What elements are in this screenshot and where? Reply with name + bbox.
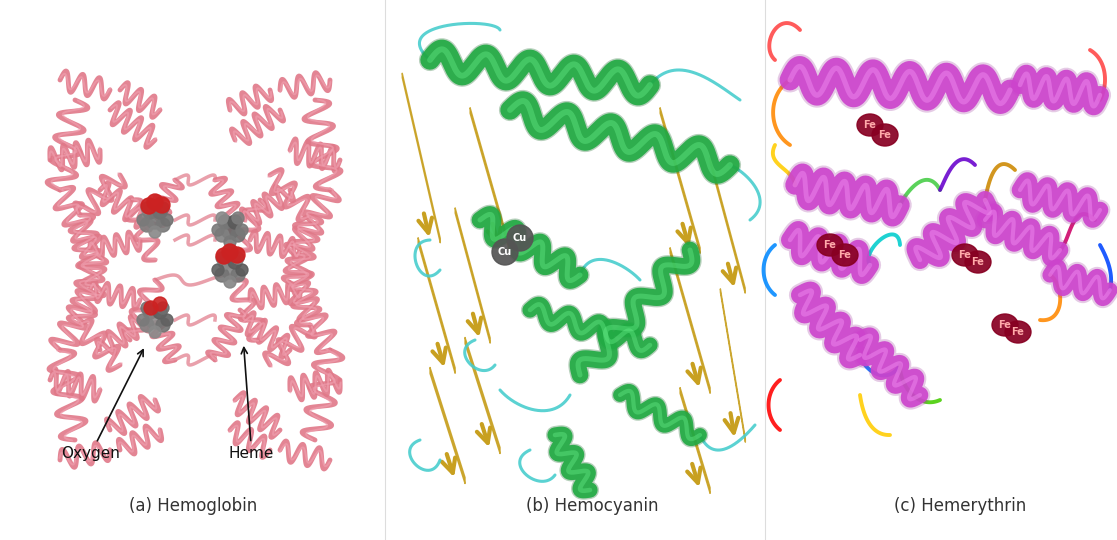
Circle shape (231, 268, 245, 282)
Circle shape (225, 236, 236, 248)
Circle shape (140, 318, 154, 332)
Circle shape (228, 255, 242, 269)
Circle shape (212, 224, 225, 236)
Text: Heme: Heme (229, 348, 275, 461)
Circle shape (137, 314, 149, 326)
Circle shape (141, 302, 153, 314)
Circle shape (214, 228, 229, 242)
Circle shape (149, 226, 161, 238)
Text: Fe: Fe (839, 250, 851, 260)
Text: (b) Hemocyanin: (b) Hemocyanin (526, 497, 658, 515)
Circle shape (149, 326, 161, 338)
Circle shape (154, 197, 170, 213)
Text: Fe: Fe (823, 240, 837, 250)
Circle shape (153, 297, 168, 311)
Circle shape (147, 194, 163, 210)
Circle shape (146, 311, 164, 329)
Text: Fe: Fe (972, 257, 984, 267)
Ellipse shape (1005, 321, 1031, 343)
Circle shape (137, 214, 149, 226)
Circle shape (216, 252, 228, 264)
Circle shape (491, 239, 518, 265)
Circle shape (228, 215, 242, 229)
Ellipse shape (857, 114, 884, 136)
Text: Fe: Fe (1012, 327, 1024, 337)
Circle shape (141, 198, 157, 214)
Circle shape (216, 248, 232, 264)
Circle shape (222, 244, 238, 260)
Circle shape (232, 212, 244, 224)
Ellipse shape (817, 234, 843, 256)
Circle shape (225, 276, 236, 288)
Circle shape (161, 314, 173, 326)
Text: Oxygen: Oxygen (61, 350, 143, 461)
Text: (c) Hemerythrin: (c) Hemerythrin (895, 497, 1027, 515)
Ellipse shape (965, 251, 991, 273)
Ellipse shape (952, 244, 978, 266)
Circle shape (232, 252, 244, 264)
Circle shape (221, 221, 239, 239)
Circle shape (231, 228, 245, 242)
Text: Fe: Fe (999, 320, 1011, 330)
Circle shape (221, 261, 239, 279)
Circle shape (236, 264, 248, 276)
Circle shape (156, 218, 170, 232)
Text: Fe: Fe (863, 120, 877, 130)
Text: Fe: Fe (958, 250, 972, 260)
Circle shape (144, 301, 157, 315)
Ellipse shape (872, 124, 898, 146)
Text: (a) Hemoglobin: (a) Hemoglobin (130, 497, 257, 515)
Circle shape (507, 225, 533, 251)
Circle shape (236, 224, 248, 236)
Text: Cu: Cu (513, 233, 527, 243)
Circle shape (157, 302, 169, 314)
Circle shape (153, 305, 168, 319)
Circle shape (157, 202, 169, 214)
Circle shape (143, 305, 157, 319)
Ellipse shape (832, 244, 858, 266)
Circle shape (216, 212, 228, 224)
Circle shape (161, 214, 173, 226)
Text: Fe: Fe (879, 130, 891, 140)
Circle shape (218, 255, 232, 269)
Circle shape (146, 211, 164, 229)
Circle shape (218, 215, 232, 229)
Circle shape (156, 318, 170, 332)
Circle shape (229, 247, 245, 263)
Ellipse shape (992, 314, 1018, 336)
Text: Cu: Cu (498, 247, 512, 257)
Circle shape (140, 218, 154, 232)
Circle shape (214, 268, 229, 282)
Circle shape (143, 205, 157, 219)
Circle shape (212, 264, 225, 276)
Circle shape (141, 202, 153, 214)
Circle shape (153, 205, 168, 219)
